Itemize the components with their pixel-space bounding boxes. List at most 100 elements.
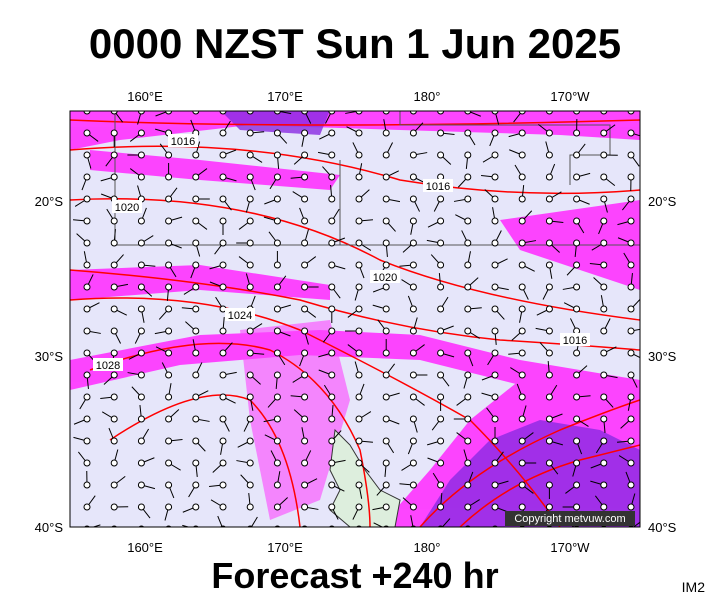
station [409,195,417,203]
station [192,173,200,181]
lon-label: 170°E [267,540,303,555]
station [137,283,145,291]
station [409,305,417,313]
wind-barbs [73,111,640,543]
isobar-label: 1016 [426,181,450,193]
station [219,459,227,467]
isobar-label: 1024 [228,310,252,322]
station [246,437,254,445]
station [437,481,445,489]
station [382,371,390,379]
station [83,327,91,335]
station [573,195,581,203]
station [83,151,91,159]
station [573,283,581,291]
station [437,151,445,159]
barb-staff [373,522,384,527]
station [137,437,145,445]
station [165,349,173,357]
station [83,415,91,423]
station [246,283,254,291]
barb-staff [114,529,125,537]
station [545,415,553,423]
station [545,393,553,401]
station [382,111,390,115]
lon-label: 170°W [550,540,590,555]
station [137,503,145,511]
station [110,129,118,137]
station [110,151,118,159]
station [382,437,390,445]
station [137,305,145,313]
station [382,261,390,269]
station [545,239,553,247]
station [192,151,200,159]
station [110,371,118,379]
station [246,503,254,511]
station [301,111,309,115]
barb-staff [222,111,223,112]
station [464,459,472,467]
station [491,261,499,269]
station [518,129,526,137]
station [573,173,581,181]
station [437,503,445,511]
forecast-label: Forecast +240 hr [211,555,498,596]
station [328,261,336,269]
station [192,195,200,203]
station [83,393,91,401]
station [491,173,499,181]
station [382,503,390,511]
station [110,239,118,247]
station [409,261,417,269]
station [573,151,581,159]
station [110,437,118,445]
station [328,129,336,137]
lat-label: 30°S [35,349,64,364]
station [246,217,254,225]
station [246,393,254,401]
station [491,481,499,489]
station [273,151,281,159]
station [110,481,118,489]
station [464,151,472,159]
barb-staff [194,111,196,112]
station [110,283,118,291]
barb-staff [536,529,549,533]
station [437,393,445,401]
station [627,459,635,467]
station [600,111,608,115]
station [301,305,309,313]
station [137,173,145,181]
barb-staff [495,529,502,541]
station [301,415,309,423]
station [301,503,309,511]
station [545,371,553,379]
barb-staff [329,529,331,543]
station [437,129,445,137]
station [545,111,553,115]
station [545,261,553,269]
station [437,111,445,115]
station [518,195,526,203]
station [518,503,526,511]
station [573,415,581,423]
station [464,503,472,511]
station [518,371,526,379]
station [273,129,281,137]
station [627,415,635,423]
station [192,327,200,335]
station [83,173,91,181]
station [600,305,608,313]
station [328,195,336,203]
station [464,217,472,225]
station [110,393,118,401]
station [355,261,363,269]
station [328,437,336,445]
barb-staff [305,529,315,539]
station [110,415,118,423]
station [192,371,200,379]
station [165,327,173,335]
station [165,173,173,181]
station [464,437,472,445]
